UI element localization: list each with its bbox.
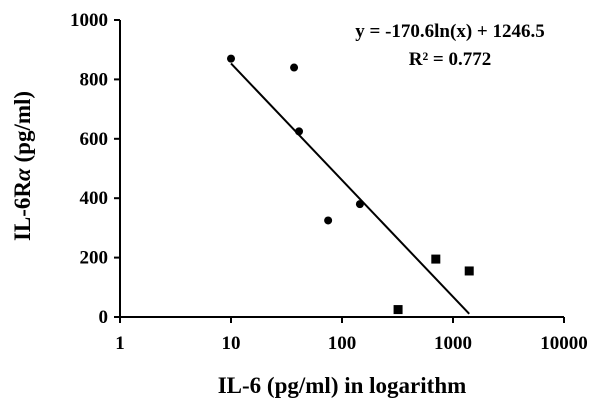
x-tick-label: 1: [115, 333, 125, 354]
y-tick-label: 0: [99, 307, 109, 328]
data-point-square: [431, 254, 441, 264]
data-point-circle: [355, 200, 364, 209]
y-axis-title-greek: α: [10, 167, 35, 181]
y-tick-label: 200: [80, 248, 109, 269]
data-point-circle: [295, 127, 304, 136]
data-point-circle: [227, 54, 235, 63]
trendline: [230, 62, 470, 315]
y-tick-label: 400: [80, 188, 109, 209]
y-tick-label: 1000: [70, 10, 108, 31]
data-point-circle: [324, 216, 333, 225]
data-point-square: [464, 266, 474, 276]
tick-labels: 0 200 400 600 800 1000 1 10 100 1000 10000: [70, 10, 588, 354]
ticks: [114, 19, 565, 323]
data-points: [227, 54, 474, 315]
data-point-square: [393, 305, 403, 315]
trendline-equation: y = -170.6ln(x) + 1246.5: [355, 21, 544, 42]
y-axis-title: IL-6Rα (pg/ml): [10, 91, 35, 241]
x-tick-label: 1000: [434, 333, 472, 354]
y-tick-label: 600: [80, 129, 109, 150]
x-tick-label: 10000: [540, 333, 588, 354]
y-axis-title-main: IL-6R: [10, 181, 35, 241]
x-tick-label: 100: [328, 333, 357, 354]
x-axis-title: IL-6 (pg/ml) in logarithm: [218, 373, 467, 398]
y-tick-label: 800: [80, 69, 109, 90]
data-point-circle: [290, 63, 299, 72]
r-squared-label: R² = 0.772: [409, 49, 492, 70]
y-axis-title-unit: (pg/ml): [10, 91, 35, 168]
axes: [119, 20, 564, 318]
x-tick-label: 10: [222, 333, 241, 354]
